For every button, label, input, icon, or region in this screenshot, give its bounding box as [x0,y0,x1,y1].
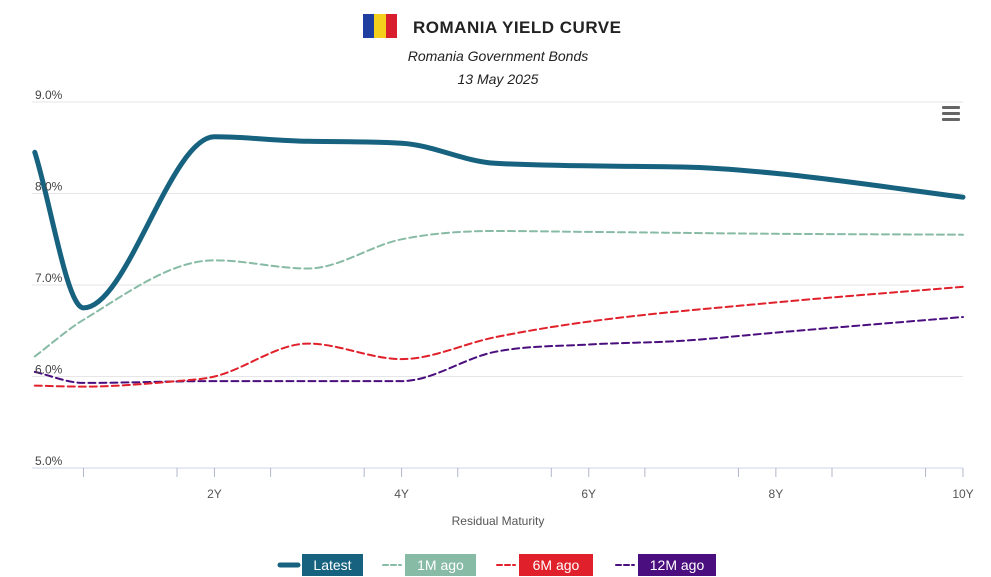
y-axis-ticks: 5.0% 6.0% 7.0% 8.0% 9.0% [35,88,63,468]
series-line-1m-ago [33,230,964,358]
chart-subtitle: Romania Government Bonds [408,48,589,64]
romania-flag-icon [363,14,397,38]
legend-label-box [302,554,363,576]
hamburger-menu-icon [942,106,960,121]
legend-label: 12M ago [650,557,705,573]
x-tick-label: 2Y [207,487,222,501]
legend-label: Latest [313,557,351,573]
gridlines [32,101,963,469]
y-tick-label: 6.0% [35,363,63,377]
x-tick-label: 10Y [952,487,973,501]
chart-date: 13 May 2025 [458,71,539,87]
x-tick-label: 6Y [581,487,596,501]
legend-item-1m-ago[interactable]: 1M ago [382,554,476,576]
legend-item-6m-ago[interactable]: 6M ago [496,554,593,576]
legend-item-12m-ago[interactable]: 12M ago [615,554,716,576]
y-tick-label: 5.0% [35,454,63,468]
legend-label: 6M ago [533,557,580,573]
x-axis-label: Residual Maturity [452,514,545,528]
legend: Latest 1M ago 6M ago 12M ago [277,554,716,576]
series-line-6m-ago [33,285,964,388]
legend-label-box [405,554,476,576]
series-line-12m-ago [33,316,964,384]
legend-item-latest[interactable]: Latest [277,554,363,576]
series-lines [32,134,966,388]
y-tick-label: 9.0% [35,88,63,102]
legend-label-box [519,554,593,576]
legend-label-box [638,554,716,576]
y-tick-label: 8.0% [35,180,63,194]
legend-label: 1M ago [417,557,464,573]
chart-title: ROMANIA YIELD CURVE [413,18,622,37]
x-axis: 2Y 4Y 6Y 8Y 10Y [32,467,974,501]
chart-menu-button[interactable] [936,100,966,126]
series-line-latest [32,134,966,311]
x-tick-label: 8Y [769,487,784,501]
x-tick-label: 4Y [394,487,409,501]
y-tick-label: 7.0% [35,271,63,285]
